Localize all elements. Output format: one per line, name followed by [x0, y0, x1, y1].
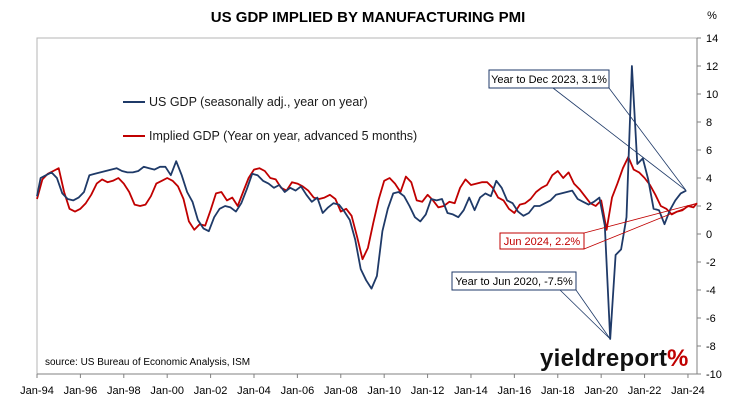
y-tick-label: -8: [706, 341, 716, 353]
x-tick-label: Jan-24: [671, 385, 705, 397]
series-line-implied-gdp: [36, 156, 698, 261]
x-tick-label: Jan-12: [411, 385, 445, 397]
callout-box: [499, 232, 585, 250]
legend-label-implied: Implied GDP (Year on year, advanced 5 mo…: [149, 129, 417, 143]
legend-label-gdp: US GDP (seasonally adj., year on year): [149, 95, 368, 109]
callout-box: [488, 69, 610, 89]
callout-leader-line: [552, 87, 687, 191]
callout-layer: Year to Dec 2023, 3.1% Jun 2024, 2.2% Year…: [451, 69, 698, 340]
y-tick-label: -10: [706, 369, 722, 381]
chart-title: US GDP IMPLIED BY MANUFACTURING PMI: [211, 9, 525, 26]
series-line-gdp: [36, 65, 687, 340]
callout-label: Jun 2024, 2.2%: [504, 236, 581, 248]
x-tick-label: Jan-10: [367, 385, 401, 397]
x-tick-label: Jan-00: [150, 385, 184, 397]
callout-leader-line: [583, 202, 698, 234]
y-tick-label: 0: [706, 229, 712, 241]
x-tick-label: Jan-08: [324, 385, 358, 397]
y-unit-label: %: [707, 10, 717, 22]
x-tick-label: Jan-14: [454, 385, 488, 397]
x-axis: Jan-94 Jan-96 Jan-98 Jan-00 Jan-02 Jan-04 Jan-…: [20, 374, 705, 397]
x-tick-label: Jan-94: [20, 385, 54, 397]
y-axis: 14 12 10 8 6 4 2 0 -2 -4 -6 -8 -10: [697, 33, 722, 381]
x-tick-label: Jan-02: [194, 385, 228, 397]
source-note: source: US Bureau of Economic Analysis, …: [45, 357, 250, 368]
legend: US GDP (seasonally adj., year on year) I…: [123, 95, 417, 143]
y-tick-label: 10: [706, 89, 718, 101]
x-tick-label: Jan-96: [64, 385, 98, 397]
x-tick-label: Jan-20: [584, 385, 618, 397]
callout-box: [451, 271, 577, 291]
callout-leader-line: [608, 87, 687, 191]
brand-percent-icon: %: [667, 345, 688, 372]
callout-leader-line: [583, 202, 698, 250]
x-tick-label: Jan-04: [237, 385, 271, 397]
x-tick-label: Jan-06: [281, 385, 315, 397]
callout-label: Year to Jun 2020, -7.5%: [455, 276, 573, 288]
y-tick-label: 2: [706, 201, 712, 213]
x-tick-label: Jan-18: [541, 385, 575, 397]
callout-leader-line: [559, 289, 611, 340]
y-tick-label: -2: [706, 257, 716, 269]
y-tick-label: 12: [706, 61, 718, 73]
series-layer: [36, 65, 698, 340]
x-tick-label: Jan-22: [628, 385, 662, 397]
y-tick-label: -6: [706, 313, 716, 325]
x-tick-label: Jan-16: [498, 385, 532, 397]
y-tick-label: 8: [706, 117, 712, 129]
brand-logo: yieldreport %: [540, 345, 688, 372]
callout-label: Year to Dec 2023, 3.1%: [491, 74, 607, 86]
x-tick-label: Jan-98: [107, 385, 141, 397]
brand-name: yieldreport: [540, 345, 667, 372]
y-tick-label: 4: [706, 173, 712, 185]
y-tick-label: -4: [706, 285, 716, 297]
y-tick-label: 6: [706, 145, 712, 157]
y-tick-label: 14: [706, 33, 718, 45]
callout-leader-line: [575, 289, 611, 340]
